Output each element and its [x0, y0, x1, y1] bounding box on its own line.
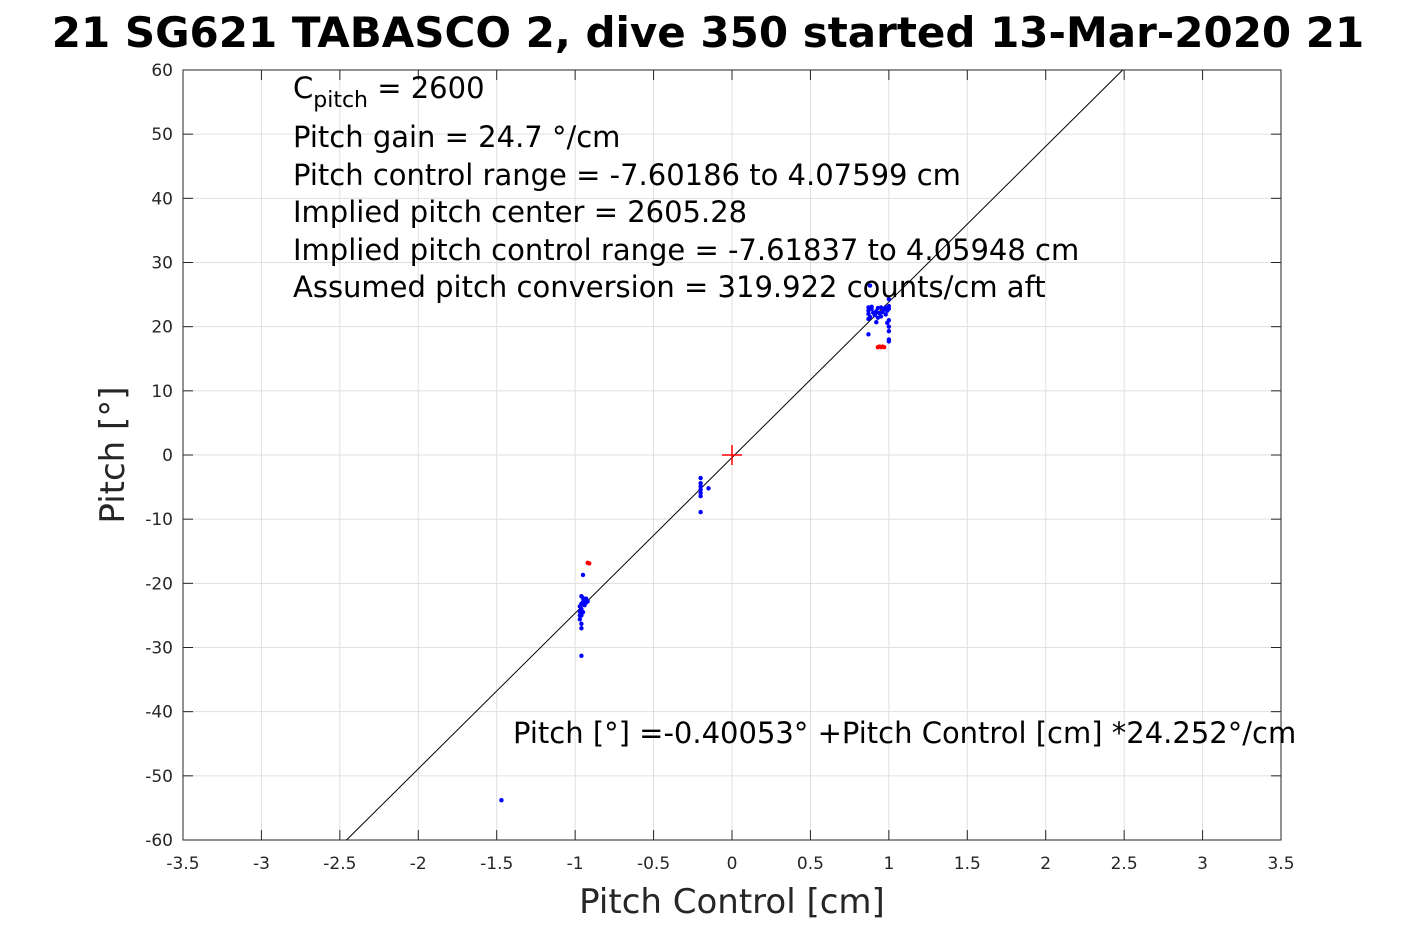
x-tick-label: 3.5	[1267, 854, 1294, 874]
data-point-flagged	[881, 345, 887, 350]
x-tick-label: 0.5	[797, 854, 824, 874]
x-tick-label: 3	[1197, 854, 1208, 874]
data-point	[579, 593, 584, 599]
cpitch-value: = 2600	[368, 71, 485, 105]
data-point	[579, 626, 584, 631]
data-point	[579, 621, 584, 626]
x-axis-title: Pitch Control [cm]	[579, 882, 885, 922]
y-tick-label: 30	[151, 254, 173, 274]
y-tick-label: 0	[162, 446, 173, 466]
data-point	[874, 319, 879, 325]
data-point	[875, 315, 881, 320]
data-point	[872, 312, 877, 318]
x-axis: -3.5 -3 -2.5 -2 -1.5 -1 -0.5 0 0.5 1 1.5 2 2.5 3 3.5	[166, 70, 1295, 874]
data-point	[867, 283, 873, 288]
annotation-cpitch: Cpitch = 2600	[293, 71, 485, 113]
annotation-pitch-conversion: Assumed pitch conversion = 319.922 count…	[293, 270, 1046, 304]
y-tick-label: -60	[145, 831, 173, 851]
annotation-block: Cpitch = 2600 Pitch gain = 24.7 °/cm Pit…	[293, 71, 1079, 304]
data-point	[878, 305, 884, 310]
data-point	[577, 617, 583, 622]
x-tick-label: 2	[1040, 854, 1051, 874]
data-point	[580, 572, 586, 578]
y-tick-label: -40	[145, 703, 173, 723]
data-point	[698, 475, 703, 481]
x-tick-label: -1.5	[480, 854, 513, 874]
annotation-pitch-control-range: Pitch control range = -7.60186 to 4.0759…	[293, 158, 961, 192]
annotation-implied-pitch-center: Implied pitch center = 2605.28	[293, 195, 747, 229]
chart-title: 21 SG621 TABASCO 2, dive 350 started 13-…	[52, 8, 1364, 57]
x-tick-label: -3.5	[166, 854, 199, 874]
data-point	[883, 312, 888, 317]
y-tick-label: -10	[145, 510, 173, 530]
data-point	[886, 324, 892, 329]
y-tick-label: -50	[145, 767, 173, 787]
data-point	[577, 613, 583, 618]
y-axis: -60 -50 -40 -30 -20 -10 0 10 20 30 40 50 60	[145, 61, 1281, 851]
annotation-implied-pitch-control-range: Implied pitch control range = -7.61837 t…	[293, 233, 1079, 267]
data-point	[886, 296, 892, 302]
data-point	[867, 314, 873, 320]
x-tick-label: 0	[727, 854, 738, 874]
y-tick-label: 40	[151, 189, 173, 209]
y-tick-label: 50	[151, 125, 173, 145]
y-tick-label: -20	[145, 574, 173, 594]
data-points	[499, 283, 892, 803]
y-tick-label: -30	[145, 639, 173, 659]
x-tick-label: -2.5	[323, 854, 356, 874]
y-tick-label: 10	[151, 382, 173, 402]
y-tick-label: 60	[151, 61, 173, 81]
grid	[182, 69, 1282, 841]
data-point	[706, 486, 711, 491]
data-point	[698, 487, 703, 492]
data-point	[698, 484, 703, 489]
x-tick-label: -3	[253, 854, 270, 874]
data-point	[885, 320, 890, 326]
y-axis-title: Pitch [°]	[93, 386, 133, 523]
data-point	[698, 509, 703, 515]
x-tick-label: 1.5	[954, 854, 981, 874]
data-point	[869, 304, 874, 309]
y-tick-label: 20	[151, 318, 173, 338]
data-point	[866, 332, 871, 337]
data-point	[883, 305, 888, 310]
data-point	[698, 490, 703, 496]
x-tick-label: -0.5	[637, 854, 670, 874]
x-tick-label: -1	[567, 854, 584, 874]
data-point	[582, 602, 587, 608]
x-tick-label: 2.5	[1111, 854, 1138, 874]
data-point-flagged	[587, 561, 592, 566]
data-point	[580, 610, 586, 615]
data-point	[579, 653, 584, 659]
x-tick-label: -2	[410, 854, 427, 874]
data-point	[886, 328, 892, 334]
cpitch-symbol: C	[293, 71, 313, 105]
data-point	[886, 339, 892, 344]
data-point	[499, 798, 504, 803]
annotation-pitch-gain: Pitch gain = 24.7 °/cm	[293, 120, 620, 154]
center-marker	[722, 445, 742, 465]
fit-equation-label: Pitch [°] =-0.40053° +Pitch Control [cm]…	[513, 716, 1296, 750]
cpitch-subscript: pitch	[313, 88, 368, 113]
data-point	[698, 481, 703, 486]
data-point	[698, 493, 703, 499]
x-tick-label: 1	[883, 854, 894, 874]
